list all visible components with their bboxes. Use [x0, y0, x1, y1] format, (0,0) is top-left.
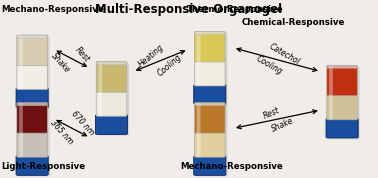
Text: Chemical-Responsive: Chemical-Responsive	[242, 18, 345, 27]
FancyBboxPatch shape	[18, 104, 50, 177]
FancyBboxPatch shape	[95, 115, 127, 134]
FancyBboxPatch shape	[195, 32, 225, 35]
FancyBboxPatch shape	[329, 66, 333, 119]
Text: Rest: Rest	[73, 45, 91, 64]
Text: Catechol: Catechol	[267, 41, 301, 66]
FancyBboxPatch shape	[327, 95, 357, 120]
FancyBboxPatch shape	[17, 35, 48, 66]
FancyBboxPatch shape	[195, 103, 225, 106]
Text: 670 nm: 670 nm	[70, 110, 96, 138]
FancyBboxPatch shape	[97, 62, 126, 65]
Text: Shake: Shake	[270, 117, 295, 134]
FancyBboxPatch shape	[194, 156, 226, 175]
FancyBboxPatch shape	[98, 62, 102, 116]
FancyBboxPatch shape	[17, 103, 48, 133]
FancyBboxPatch shape	[96, 62, 127, 92]
Text: Light-Responsive: Light-Responsive	[1, 162, 85, 171]
FancyBboxPatch shape	[195, 132, 225, 157]
FancyBboxPatch shape	[18, 36, 50, 109]
FancyBboxPatch shape	[196, 33, 228, 105]
FancyBboxPatch shape	[194, 85, 226, 104]
Text: Mechano-Responsive: Mechano-Responsive	[181, 162, 284, 171]
FancyBboxPatch shape	[327, 66, 357, 68]
Text: Heating: Heating	[137, 42, 166, 69]
FancyBboxPatch shape	[195, 32, 225, 62]
FancyBboxPatch shape	[17, 103, 47, 106]
FancyBboxPatch shape	[195, 61, 225, 86]
FancyBboxPatch shape	[328, 67, 360, 139]
FancyBboxPatch shape	[17, 64, 48, 90]
FancyBboxPatch shape	[197, 103, 201, 157]
FancyBboxPatch shape	[16, 156, 48, 175]
FancyBboxPatch shape	[98, 63, 129, 136]
FancyBboxPatch shape	[96, 91, 127, 116]
FancyBboxPatch shape	[19, 103, 23, 157]
Text: Rest: Rest	[262, 106, 280, 121]
FancyBboxPatch shape	[19, 35, 23, 89]
Text: Shake: Shake	[50, 51, 72, 75]
Text: 365 nm: 365 nm	[48, 119, 74, 146]
Text: Cooling: Cooling	[156, 53, 184, 78]
FancyBboxPatch shape	[17, 35, 47, 38]
Text: Multi-Responsive Organogel: Multi-Responsive Organogel	[95, 3, 283, 16]
FancyBboxPatch shape	[327, 65, 357, 96]
FancyBboxPatch shape	[195, 103, 225, 133]
FancyBboxPatch shape	[16, 88, 48, 108]
Text: Cooling: Cooling	[255, 54, 284, 77]
FancyBboxPatch shape	[17, 132, 48, 157]
FancyBboxPatch shape	[196, 104, 228, 177]
Text: Thermo-Responsive: Thermo-Responsive	[187, 5, 284, 14]
FancyBboxPatch shape	[326, 118, 358, 138]
Text: Mechano-Responsive: Mechano-Responsive	[1, 5, 104, 14]
FancyBboxPatch shape	[197, 32, 201, 86]
